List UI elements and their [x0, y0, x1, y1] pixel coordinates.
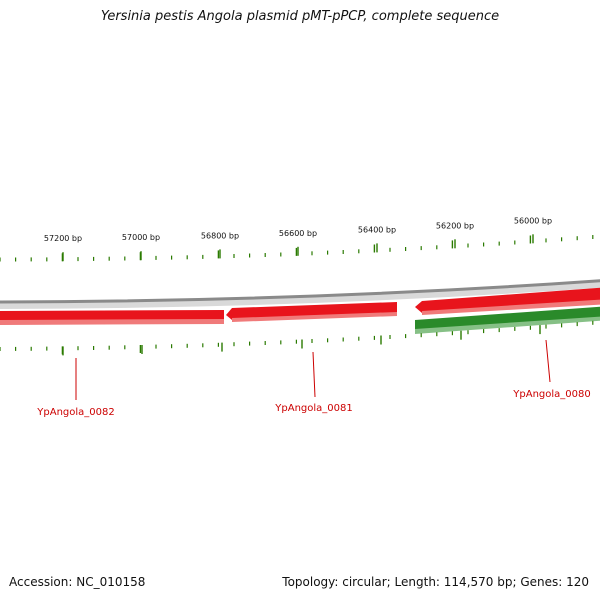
map-title: Yersinia pestis Angola plasmid pMT-pPCP,… — [100, 9, 500, 24]
scale-label: 57200 bp — [44, 234, 82, 243]
scale-label: 56600 bp — [279, 229, 317, 238]
scale-label: 56400 bp — [358, 225, 396, 234]
sequence-backbone — [0, 279, 600, 304]
backbone-shadow — [0, 281, 600, 309]
lower-scale-ticks — [0, 320, 594, 356]
upper-scale-ticks — [0, 234, 594, 262]
leader-line-ypangola-0080 — [545, 339, 551, 383]
gene-arrow-ypangola-0080[interactable] — [415, 306, 600, 334]
leader-line-ypangola-0081 — [312, 351, 316, 398]
scale-labels: 57200 bp 57000 bp 56800 bp 56600 bp 56400 bp… — [44, 216, 552, 243]
accession-text: Accession: NC_010158 — [9, 575, 146, 589]
gene-arrow-ypangola-0081[interactable] — [226, 302, 397, 322]
gene-label-ypangola-0080[interactable]: YpAngola_0080 — [512, 389, 590, 400]
gene-label-ypangola-0081[interactable]: YpAngola_0081 — [274, 403, 352, 414]
scale-label: 56000 bp — [514, 216, 552, 225]
scale-label: 56200 bp — [436, 221, 474, 230]
gene-arrow-ypangola-0082[interactable] — [0, 310, 224, 325]
scale-label: 57000 bp — [122, 233, 160, 242]
scale-label: 56800 bp — [201, 231, 239, 240]
topology-summary: Topology: circular; Length: 114,570 bp; … — [282, 575, 589, 589]
gene-label-ypangola-0082[interactable]: YpAngola_0082 — [36, 407, 114, 418]
gene-arrow-reverse-partial[interactable] — [415, 287, 600, 315]
